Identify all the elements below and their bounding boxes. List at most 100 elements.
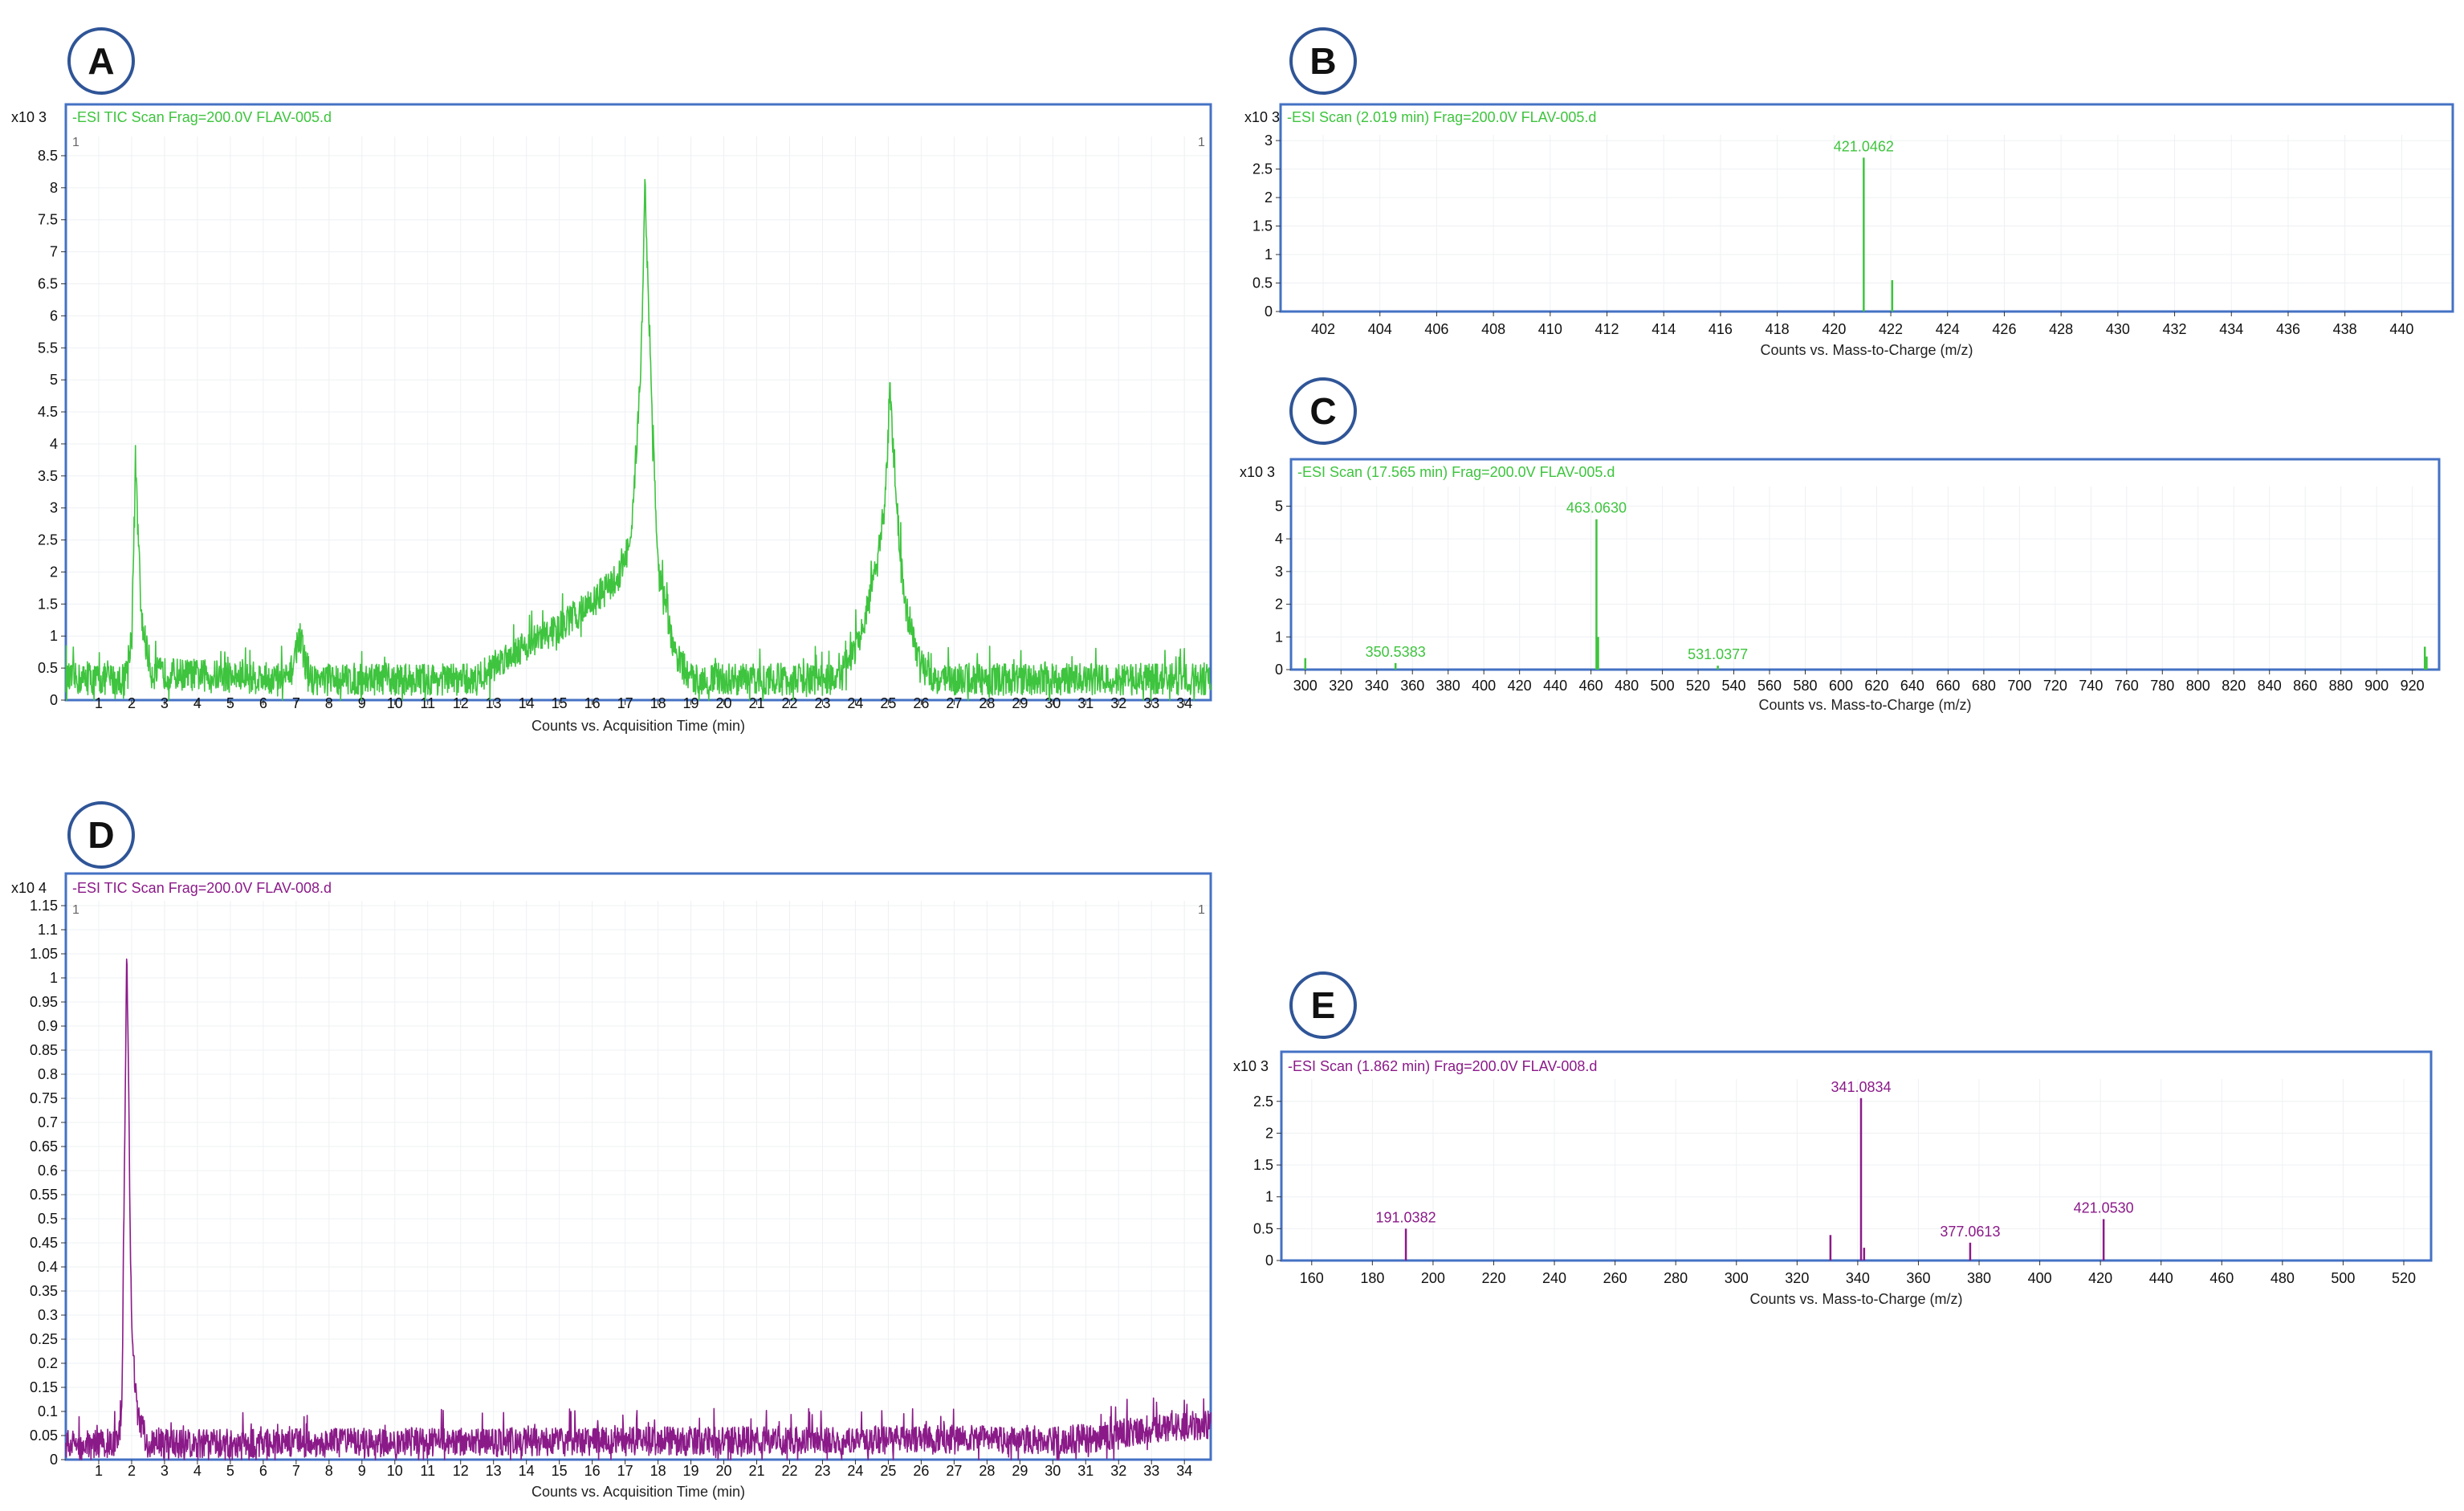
- x-tick-label: 640: [1900, 678, 1924, 694]
- x-tick-label: 26: [913, 1463, 929, 1479]
- x-tick-label: 9: [358, 695, 366, 711]
- y-tick-label: 2: [50, 564, 58, 580]
- y-tick-label: 4: [50, 436, 58, 452]
- y-tick-label: 0.35: [30, 1283, 58, 1299]
- x-tick-label: 440: [1543, 678, 1567, 694]
- x-tick-label: 360: [1906, 1270, 1930, 1286]
- x-tick-label: 6: [259, 695, 267, 711]
- x-tick-label: 23: [814, 695, 830, 711]
- x-tick-label: 32: [1110, 1463, 1126, 1479]
- x-tick-label: 460: [2209, 1270, 2234, 1286]
- plot-frame-a: [64, 103, 1212, 702]
- x-axis-label-d: Counts vs. Acquisition Time (min): [531, 1484, 745, 1500]
- y-tick-label: 0.85: [30, 1042, 58, 1058]
- chromatogram-panel-a: -ESI TIC Scan Frag=200.0V FLAV-005.d x10 …: [0, 96, 1220, 739]
- y-tick-label: 8: [50, 180, 58, 196]
- y-tick-label: 0.6: [38, 1163, 58, 1179]
- x-tick-label: 34: [1176, 1463, 1192, 1479]
- x-tick-label: 27: [946, 1463, 962, 1479]
- y-tick-label: 0: [1265, 1252, 1273, 1269]
- x-tick-label: 2: [128, 695, 136, 711]
- x-tick-label: 22: [781, 695, 797, 711]
- x-tick-label: 6: [259, 1463, 267, 1479]
- panel-badge-c: C: [1289, 377, 1357, 445]
- x-tick-label: 540: [1722, 678, 1746, 694]
- x-tick-label: 10: [387, 1463, 403, 1479]
- y-tick-label: 1: [1275, 629, 1283, 645]
- x-tick-label: 300: [1725, 1270, 1749, 1286]
- x-tick-label: 700: [2007, 678, 2031, 694]
- x-tick-label: 660: [1936, 678, 1960, 694]
- x-tick-label: 520: [2392, 1270, 2416, 1286]
- x-tick-label: 5: [226, 1463, 234, 1479]
- spectrum-e-svg: -ESI Scan (1.862 min) Frag=200.0V FLAV-0…: [1233, 1050, 2433, 1307]
- x-tick-label: 25: [880, 695, 896, 711]
- panel-badge-a: A: [67, 27, 135, 95]
- x-tick-label: 920: [2401, 678, 2425, 694]
- x-tick-label: 15: [552, 695, 568, 711]
- x-tick-label: 420: [2088, 1270, 2112, 1286]
- plot-frame-c: [1289, 458, 2441, 671]
- x-tick-label: 11: [420, 695, 435, 711]
- corner-mark-right-a: 1: [1198, 136, 1205, 149]
- x-tick-label: 440: [2389, 321, 2413, 337]
- spectrum-panel-b: -ESI Scan (2.019 min) Frag=200.0V FLAV-0…: [1236, 96, 2457, 361]
- x-tick-label: 380: [1436, 678, 1460, 694]
- x-tick-label: 500: [1651, 678, 1675, 694]
- x-tick-label: 404: [1368, 321, 1392, 337]
- x-tick-label: 406: [1424, 321, 1448, 337]
- x-tick-label: 17: [617, 1463, 633, 1479]
- x-tick-label: 14: [519, 695, 535, 711]
- x-tick-label: 27: [946, 695, 962, 711]
- peak-label: 421.0462: [1834, 138, 1894, 154]
- panel-badge-d: D: [67, 801, 135, 869]
- grid-e: [1281, 1079, 2431, 1261]
- x-tick-label: 408: [1481, 321, 1505, 337]
- y-multiplier-e: x10 3: [1233, 1058, 1269, 1074]
- x-tick-label: 3: [161, 695, 169, 711]
- x-tick-label: 28: [979, 1463, 995, 1479]
- x-tick-label: 300: [1293, 678, 1318, 694]
- x-tick-label: 1: [95, 695, 103, 711]
- x-tick-label: 426: [1992, 321, 2016, 337]
- x-tick-label: 760: [2115, 678, 2139, 694]
- x-tick-label: 16: [584, 695, 601, 711]
- x-tick-label: 20: [716, 695, 732, 711]
- x-tick-label: 880: [2329, 678, 2353, 694]
- chart-title-e: -ESI Scan (1.862 min) Frag=200.0V FLAV-0…: [1288, 1058, 1597, 1074]
- y-tick-label: 4.5: [38, 404, 58, 420]
- y-tick-label: 0.2: [38, 1355, 58, 1371]
- y-tick-label: 1.5: [1253, 1157, 1273, 1173]
- x-tick-label: 180: [1360, 1270, 1384, 1286]
- x-tick-label: 30: [1045, 695, 1061, 711]
- x-tick-label: 28: [979, 695, 995, 711]
- y-multiplier-a: x10 3: [11, 109, 47, 125]
- x-tick-label: 12: [453, 695, 469, 711]
- x-tick-label: 7: [292, 695, 300, 711]
- x-tick-label: 432: [2163, 321, 2187, 337]
- y-tick-label: 5: [50, 372, 58, 388]
- x-tick-label: 600: [1829, 678, 1853, 694]
- plot-frame-b: [1279, 103, 2454, 313]
- y-tick-label: 0.5: [38, 1211, 58, 1227]
- x-tick-label: 160: [1300, 1270, 1324, 1286]
- x-tick-label: 434: [2219, 321, 2243, 337]
- x-tick-label: 14: [519, 1463, 535, 1479]
- x-tick-label: 4: [193, 695, 202, 711]
- y-tick-label: 0.25: [30, 1331, 58, 1347]
- spectrum-c-svg: -ESI Scan (17.565 min) Frag=200.0V FLAV-…: [1240, 458, 2441, 713]
- x-tick-label: 2: [128, 1463, 136, 1479]
- x-axis-label-a: Counts vs. Acquisition Time (min): [531, 718, 745, 734]
- plot-frame-d: [64, 872, 1212, 1461]
- x-tick-label: 840: [2258, 678, 2282, 694]
- x-tick-label: 24: [847, 1463, 863, 1479]
- x-tick-label: 20: [716, 1463, 732, 1479]
- x-tick-label: 9: [358, 1463, 366, 1479]
- x-tick-label: 422: [1879, 321, 1903, 337]
- y-tick-label: 8.5: [38, 148, 58, 164]
- chart-title-d: -ESI TIC Scan Frag=200.0V FLAV-008.d: [72, 880, 332, 896]
- x-tick-label: 320: [1785, 1270, 1809, 1286]
- x-axis-label-e: Counts vs. Mass-to-Charge (m/z): [1749, 1291, 1962, 1307]
- y-tick-label: 3: [1275, 564, 1283, 580]
- y-tick-label: 5: [1275, 498, 1283, 514]
